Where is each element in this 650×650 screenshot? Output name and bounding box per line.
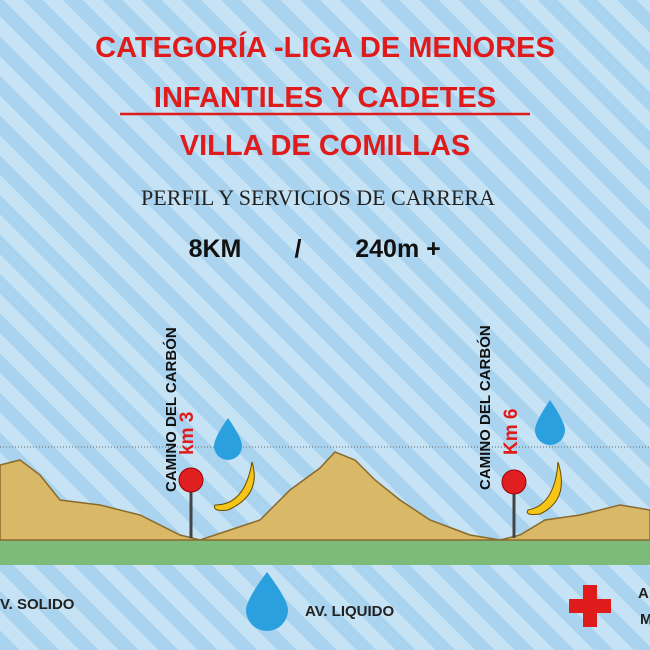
title-line: VILLA DE COMILLAS: [180, 130, 471, 162]
legend-solid: V. SOLIDO: [0, 596, 75, 613]
legend-medical: A: [638, 585, 649, 602]
elevation-profile: [0, 451, 650, 541]
legend-liquid: AV. LIQUIDO: [305, 603, 395, 620]
marker: CAMINO DEL CARBÓN Km 6: [476, 325, 565, 538]
cross-icon: [569, 585, 611, 627]
marker-place: CAMINO DEL CARBÓN: [162, 327, 180, 492]
water-icon: [246, 572, 288, 631]
title-line: INFANTILES Y CADETES: [154, 82, 496, 114]
separator: /: [295, 235, 302, 263]
marker-place: CAMINO DEL CARBÓN: [476, 325, 494, 490]
title-line: CATEGORÍA -LIGA DE MENORES: [95, 30, 555, 64]
subtitle: PERFIL Y SERVICIOS DE CARRERA: [141, 185, 495, 210]
elevation: 240m +: [355, 235, 441, 263]
legend-medical: M: [640, 611, 650, 628]
marker-km: km 3: [177, 412, 198, 455]
ground: [0, 540, 650, 565]
distance: 8KM: [189, 235, 242, 263]
marker: CAMINO DEL CARBÓN km 3: [162, 327, 255, 538]
marker-km: Km 6: [501, 409, 522, 455]
